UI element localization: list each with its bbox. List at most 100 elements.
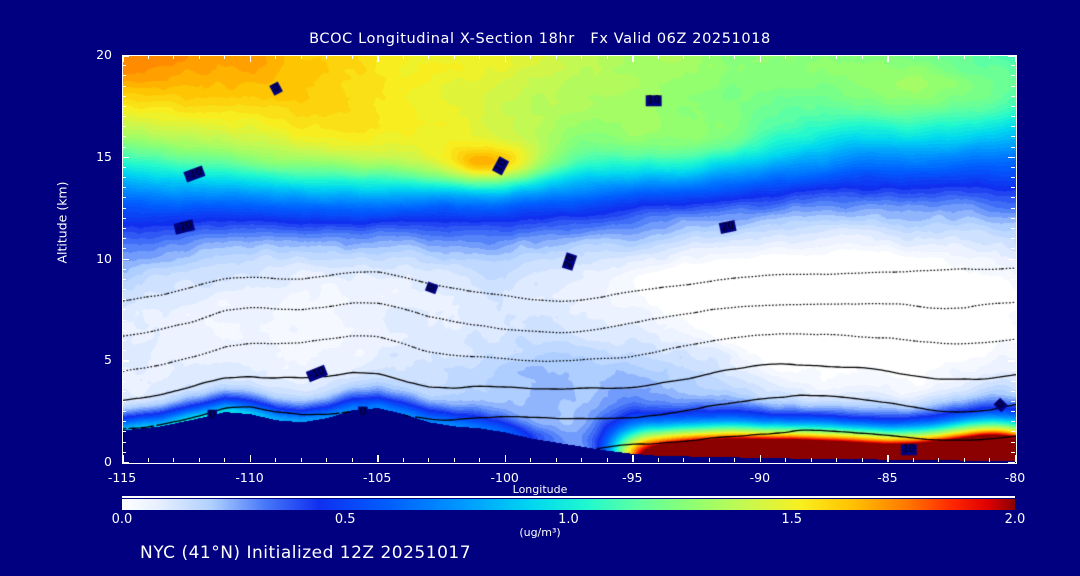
x-axis-minor-tick bbox=[810, 458, 812, 462]
x-axis-minor-tick-top bbox=[530, 55, 532, 59]
x-axis-minor-tick-top bbox=[428, 55, 430, 59]
page-title: BCOC Longitudinal X-Section 18hr Fx Vali… bbox=[309, 31, 771, 47]
x-axis-minor-tick bbox=[428, 458, 430, 462]
y-axis-minor-tick-right bbox=[1011, 390, 1015, 392]
x-axis-minor-tick-top bbox=[198, 55, 200, 59]
y-axis-minor-tick bbox=[122, 411, 126, 413]
y-axis-minor-tick-right bbox=[1011, 166, 1015, 168]
colorbar-units: (ug/m³) bbox=[519, 526, 561, 539]
x-axis-minor-tick-top bbox=[351, 55, 353, 59]
x-axis-minor-tick bbox=[326, 458, 328, 462]
y-axis-minor-tick bbox=[122, 187, 126, 189]
y-axis-minor-tick bbox=[122, 238, 126, 240]
y-axis-minor-tick-right bbox=[1011, 238, 1015, 240]
y-axis-minor-tick-right bbox=[1011, 370, 1015, 372]
x-axis-minor-tick bbox=[657, 458, 659, 462]
x-axis-minor-tick-top bbox=[479, 55, 481, 59]
y-axis-minor-tick bbox=[122, 136, 126, 138]
y-axis-minor-tick-right bbox=[1011, 146, 1015, 148]
x-axis-minor-tick-top bbox=[989, 55, 991, 59]
x-axis-major-tick-top bbox=[759, 55, 762, 62]
y-axis-minor-tick bbox=[122, 75, 126, 77]
x-axis-minor-tick bbox=[300, 458, 302, 462]
x-axis-tick-label: -100 bbox=[490, 470, 519, 485]
x-axis-minor-tick-top bbox=[147, 55, 149, 59]
y-axis-minor-tick-right bbox=[1011, 309, 1015, 311]
x-axis-minor-tick-top bbox=[734, 55, 736, 59]
y-axis-major-tick-right bbox=[1008, 462, 1015, 464]
x-axis-minor-tick bbox=[683, 458, 685, 462]
y-axis-minor-tick-right bbox=[1011, 116, 1015, 118]
x-axis-major-tick bbox=[759, 455, 762, 462]
y-axis-minor-tick-right bbox=[1011, 319, 1015, 321]
x-axis-minor-tick bbox=[938, 458, 940, 462]
x-axis-tick-label: -80 bbox=[1004, 470, 1026, 485]
y-axis-major-tick bbox=[122, 462, 129, 464]
y-axis-tick-label: 20 bbox=[96, 47, 112, 62]
x-axis-minor-tick bbox=[147, 458, 149, 462]
x-axis-major-tick bbox=[1015, 455, 1017, 462]
x-axis-major-tick bbox=[249, 455, 252, 462]
y-axis-minor-tick bbox=[122, 166, 126, 168]
plot-area bbox=[122, 55, 1017, 464]
colorbar-rule bbox=[122, 496, 1015, 498]
y-axis-minor-tick bbox=[122, 431, 126, 433]
y-axis-major-tick-right bbox=[1008, 360, 1015, 362]
y-axis-minor-tick-right bbox=[1011, 339, 1015, 341]
x-axis-minor-tick-top bbox=[810, 55, 812, 59]
x-axis-minor-tick bbox=[402, 458, 404, 462]
x-axis-major-tick bbox=[122, 455, 124, 462]
x-axis-minor-tick-top bbox=[606, 55, 608, 59]
y-axis-minor-tick-right bbox=[1011, 187, 1015, 189]
y-axis-minor-tick bbox=[122, 207, 126, 209]
x-axis-major-tick-top bbox=[887, 55, 889, 62]
x-axis-minor-tick bbox=[836, 458, 838, 462]
y-axis-minor-tick-right bbox=[1011, 207, 1015, 209]
x-axis-tick-label: -90 bbox=[749, 470, 771, 485]
x-axis-minor-tick bbox=[912, 458, 914, 462]
y-axis-minor-tick-right bbox=[1011, 268, 1015, 270]
x-axis-major-tick bbox=[887, 455, 889, 462]
y-axis-minor-tick-right bbox=[1011, 227, 1015, 229]
x-axis-minor-tick bbox=[351, 458, 353, 462]
y-axis-minor-tick-right bbox=[1011, 350, 1015, 352]
y-axis-major-tick-right bbox=[1008, 258, 1015, 260]
colorbar-tick-label: 1.5 bbox=[781, 512, 803, 527]
x-axis-minor-tick-top bbox=[275, 55, 277, 59]
y-axis-minor-tick-right bbox=[1011, 75, 1015, 77]
x-axis-major-tick-top bbox=[504, 55, 507, 62]
y-axis-minor-tick bbox=[122, 339, 126, 341]
y-axis-minor-tick bbox=[122, 65, 126, 67]
y-axis-minor-tick bbox=[122, 299, 126, 301]
x-axis-major-tick-top bbox=[1015, 55, 1017, 62]
y-axis-minor-tick-right bbox=[1011, 217, 1015, 219]
y-axis-minor-tick-right bbox=[1011, 126, 1015, 128]
y-axis-tick-label: 10 bbox=[96, 250, 112, 266]
y-axis-minor-tick-right bbox=[1011, 421, 1015, 423]
x-axis-minor-tick-top bbox=[224, 55, 226, 59]
y-axis-minor-tick bbox=[122, 309, 126, 311]
y-axis-major-tick-right bbox=[1008, 156, 1015, 159]
y-axis-major-tick bbox=[122, 156, 129, 159]
x-axis-tick-label: -95 bbox=[622, 470, 643, 485]
y-axis-minor-tick bbox=[122, 126, 126, 128]
x-axis-minor-tick-top bbox=[300, 55, 302, 59]
x-axis-minor-tick-top bbox=[326, 55, 328, 59]
x-axis-tick-label: -105 bbox=[362, 470, 392, 485]
x-axis-minor-tick bbox=[581, 458, 583, 462]
y-axis-minor-tick bbox=[122, 350, 126, 352]
y-axis-minor-tick-right bbox=[1011, 299, 1015, 301]
x-axis-minor-tick-top bbox=[708, 55, 710, 59]
y-axis-title: Altitude (km) bbox=[54, 181, 70, 264]
y-axis-minor-tick bbox=[122, 319, 126, 321]
x-axis-minor-tick bbox=[989, 458, 991, 462]
y-axis-tick-label: 5 bbox=[104, 352, 112, 368]
x-axis-minor-tick-top bbox=[912, 55, 914, 59]
y-axis-minor-tick-right bbox=[1011, 441, 1015, 443]
y-axis-minor-tick bbox=[122, 197, 126, 199]
colorbar-gradient bbox=[122, 499, 1015, 510]
x-axis-minor-tick-top bbox=[402, 55, 404, 59]
footer-caption: NYC (41°N) Initialized 12Z 20251017 bbox=[140, 543, 472, 563]
y-axis-minor-tick-right bbox=[1011, 289, 1015, 291]
x-axis-minor-tick bbox=[963, 458, 965, 462]
